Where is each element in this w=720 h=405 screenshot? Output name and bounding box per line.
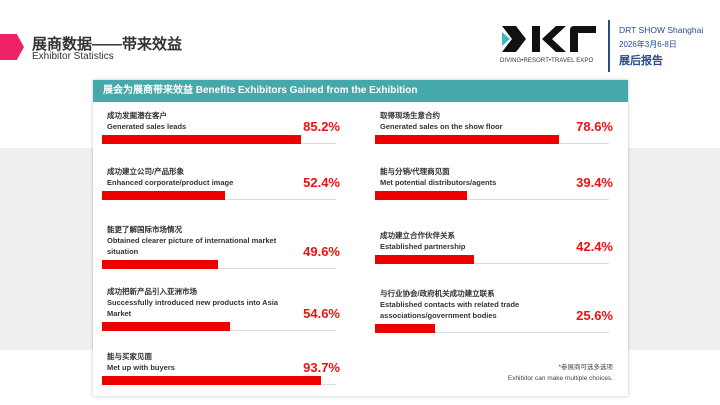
logo-text: DIVING•RESORT•TRAVEL EXPO [500,58,594,64]
page-subtitle: Exhibitor Statistics [32,51,114,62]
benefit-bar [375,191,468,200]
benefit-label-cn: 能更了解国际市场情况 [107,225,182,234]
benefit-label-cn: 与行业协会/政府机关成功建立联系 [380,289,495,298]
drt-logo [500,26,600,70]
benefit-item: 取得现场生意合约 Generated sales on the show flo… [375,110,613,144]
benefit-bar [375,255,475,264]
benefit-label-cn: 成功把新产品引入亚洲市场 [107,287,197,296]
benefit-item: 成功发掘潜在客户 Generated sales leads 85.2% [102,110,340,144]
benefits-card: 展会为展商带来效益 Benefits Exhibitors Gained fro… [93,80,628,396]
benefit-bar [102,376,322,385]
benefit-label-en: Successfully introduced new products int… [107,298,279,318]
benefit-percent: 85.2% [303,119,340,134]
footnote-en: Exhibitor can make multiple choices. [507,375,613,382]
page-title: 展商数据——带来效益 [32,36,183,53]
report-label: 展后报告 [619,55,663,67]
benefit-label-en: Obtained clearer picture of internationa… [107,236,277,256]
benefit-item: 成功建立公司/产品形象 Enhanced corporate/product i… [102,166,340,200]
benefit-percent: 93.7% [303,360,340,375]
benefit-percent: 42.4% [576,239,613,254]
benefit-label-en: Met up with buyers [107,363,175,372]
benefit-label-cn: 成功建立合作伙伴关系 [380,231,455,240]
benefit-percent: 39.4% [576,175,613,190]
benefit-label-en: Established contacts with related trade … [380,300,520,320]
benefit-label-en: Generated sales on the show floor [380,122,503,131]
benefit-label-cn: 取得现场生意合约 [380,111,440,120]
benefit-percent: 54.6% [303,306,340,321]
benefit-label-cn: 能与分销/代理商见面 [380,167,450,176]
benefit-percent: 78.6% [576,119,613,134]
benefit-percent: 52.4% [303,175,340,190]
benefit-bar [102,260,219,269]
benefit-label-en: Established partnership [380,242,466,251]
benefit-item: 能与买家见面 Met up with buyers 93.7% [102,351,340,385]
section-marker-icon [0,34,24,60]
benefit-item: 能与分销/代理商见面 Met potential distributors/ag… [375,166,613,200]
benefit-bar [375,135,559,144]
divider [608,20,610,72]
benefit-label-cn: 成功建立公司/产品形象 [107,167,185,176]
benefit-bar [102,135,302,144]
bar-track [375,332,609,333]
benefit-label-en: Enhanced corporate/product image [107,178,234,187]
benefit-percent: 49.6% [303,244,340,259]
benefit-bar [102,322,230,331]
footnote: *参展商可选多选项 Exhibitor can make multiple ch… [508,362,613,384]
benefit-item: 成功把新产品引入亚洲市场 Successfully introduced new… [102,286,340,331]
benefit-bar [375,324,435,333]
show-date: 2026年3月6-8日 [619,40,677,49]
benefit-percent: 25.6% [576,308,613,323]
benefit-bar [102,191,225,200]
benefit-item: 成功建立合作伙伴关系 Established partnership 42.4% [375,230,613,264]
benefit-label-en: Met potential distributors/agents [380,178,497,187]
benefit-item: 与行业协会/政府机关成功建立联系 Established contacts wi… [375,288,613,333]
card-title: 展会为展商带来效益 Benefits Exhibitors Gained fro… [93,80,628,102]
bar-track [102,268,336,269]
show-name: DRT SHOW Shanghai [619,25,704,35]
bar-track [375,263,609,264]
benefit-item: 能更了解国际市场情况 Obtained clearer picture of i… [102,224,340,269]
footnote-cn: *参展商可选多选项 [558,364,613,371]
benefit-label-en: Generated sales leads [107,122,187,131]
benefit-label-cn: 成功发掘潜在客户 [107,111,167,120]
bar-track [375,199,609,200]
benefit-label-cn: 能与买家见面 [107,352,152,361]
